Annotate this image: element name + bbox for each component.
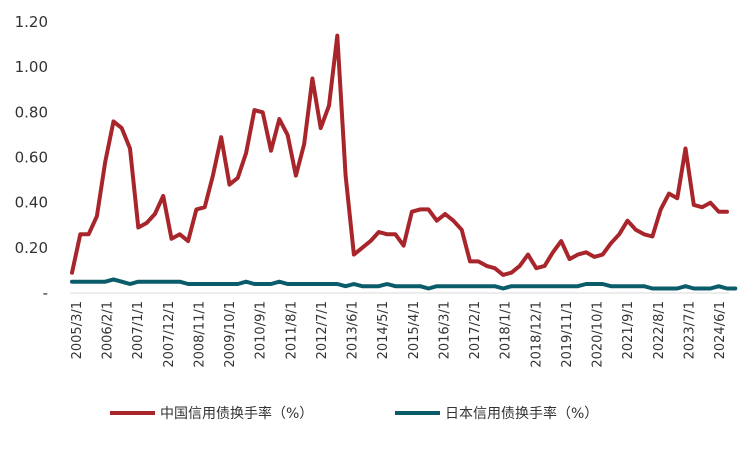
x-tick-label: 2023/7/1	[682, 301, 697, 359]
y-tick-label: 1.20	[15, 13, 48, 31]
legend-item-china[interactable]: 中国信用债换手率（%）	[110, 405, 313, 422]
y-tick-label: 0.60	[15, 149, 48, 167]
x-tick-label: 2006/2/1	[101, 301, 116, 359]
x-tick-label: 2007/1/1	[131, 301, 146, 359]
x-tick-label: 2009/10/1	[223, 301, 238, 368]
x-tick-label: 2010/9/1	[254, 301, 269, 359]
legend-item-japan[interactable]: 日本信用债换手率（%）	[395, 405, 598, 422]
legend-label-japan: 日本信用债换手率（%）	[445, 405, 598, 422]
legend-label-china: 中国信用债换手率（%）	[160, 405, 313, 422]
x-tick-label: 2021/9/1	[621, 301, 636, 359]
x-tick-label: 2008/11/1	[192, 301, 207, 368]
y-tick-label: 0.40	[15, 194, 48, 212]
series-lines	[70, 33, 738, 291]
y-tick-label: -	[43, 284, 48, 302]
x-tick-label: 2022/8/1	[652, 301, 667, 359]
x-tick-label: 2014/5/1	[376, 301, 391, 359]
x-tick-label: 2016/3/1	[437, 301, 452, 359]
x-tick-label: 2024/6/1	[713, 301, 728, 359]
x-tick-label: 2020/10/1	[591, 301, 606, 368]
legend: 中国信用债换手率（%） 日本信用债换手率（%）	[110, 405, 598, 422]
x-tick-label: 2018/1/1	[499, 301, 514, 359]
y-axis: 1.20 1.00 0.80 0.60 0.40 0.20 -	[15, 13, 48, 302]
x-tick-label: 2015/4/1	[407, 301, 422, 359]
x-tick-label: 2018/12/1	[529, 301, 544, 368]
x-tick-label: 2007/12/1	[162, 301, 177, 368]
x-tick-label: 2017/2/1	[468, 301, 483, 359]
y-tick-label: 0.20	[15, 239, 48, 257]
x-tick-label: 2012/7/1	[315, 301, 330, 359]
y-tick-label: 1.00	[15, 58, 48, 76]
x-axis: 2005/3/1 2006/2/1 2007/1/1 2007/12/1 2008/11…	[70, 292, 729, 368]
x-tick-label: 2011/8/1	[284, 301, 299, 359]
series-line-china	[70, 33, 729, 277]
x-tick-label: 2013/6/1	[346, 301, 361, 359]
series-line-japan	[70, 277, 738, 291]
x-tick-label: 2019/11/1	[560, 301, 575, 368]
y-tick-label: 0.80	[15, 103, 48, 121]
x-tick-label: 2005/3/1	[70, 301, 85, 359]
